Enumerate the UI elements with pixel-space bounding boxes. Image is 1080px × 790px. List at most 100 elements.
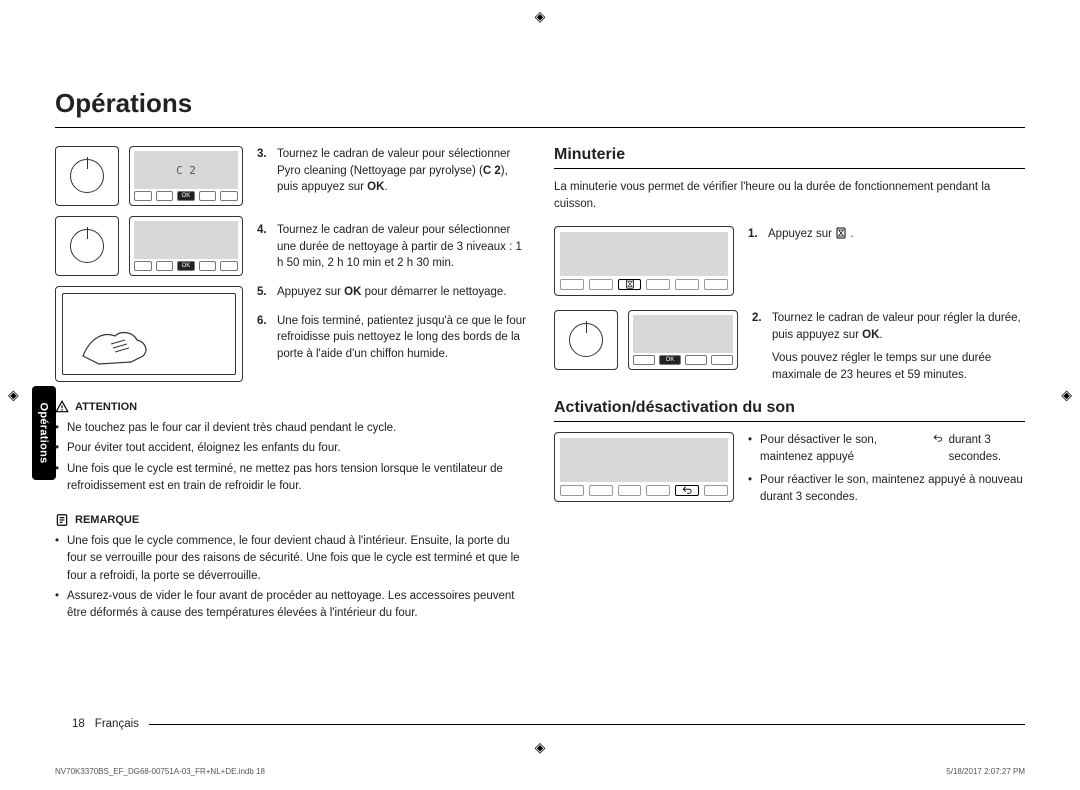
display-panel-illustration [554, 432, 734, 502]
step-text: Une fois terminé, patientez jusqu'à ce q… [277, 313, 526, 363]
section-tab: Opérations [32, 386, 56, 480]
step-item: 3. Tournez le cadran de valeur pour séle… [257, 146, 526, 196]
page-title: Opérations [55, 88, 1025, 119]
pyro-illustrations: C 2 OK [55, 146, 243, 382]
remark-list: Une fois que le cycle commence, le four … [55, 533, 526, 622]
imprint-file: NV70K3370BS_EF_DG68-00751A-03_FR+NL+DE.i… [55, 767, 265, 776]
panel-button [589, 485, 613, 496]
warning-triangle-icon [55, 400, 69, 414]
content-columns: C 2 OK [55, 146, 1025, 625]
list-item: Pour réactiver le son, maintenez appuyé … [748, 472, 1025, 507]
panel-button [560, 485, 584, 496]
panel-button [685, 355, 707, 365]
step-item: 4. Tournez le cadran de valeur pour séle… [257, 222, 526, 272]
step-number: 4. [257, 222, 271, 272]
panel-screen [560, 438, 728, 482]
pyro-steps: 3. Tournez le cadran de valeur pour séle… [257, 146, 526, 382]
back-arrow-icon [682, 485, 692, 495]
step-item: 2. Tournez le cadran de valeur pour régl… [752, 310, 1025, 345]
panel-screen [560, 232, 728, 276]
attention-heading: ATTENTION [55, 400, 526, 414]
footer-rule [149, 724, 1025, 725]
panel-button [199, 191, 217, 201]
registration-mark-icon: ◈ [535, 8, 546, 25]
step-item: 1. Appuyez sur . [748, 226, 1025, 243]
sound-list: Pour désactiver le son, maintenez appuyé… [748, 432, 1025, 507]
panel-button [156, 261, 174, 271]
section-tab-label: Opérations [38, 402, 50, 463]
step-text: Tournez le cadran de valeur pour régler … [772, 310, 1025, 345]
list-item: Assurez-vous de vider le four avant de p… [55, 588, 526, 623]
step-helper: Vous pouvez régler le temps sur une duré… [752, 350, 1025, 385]
panel-button [199, 261, 217, 271]
page-language: Français [95, 718, 139, 730]
minuterie-step-2: OK 2. Tournez le cadran de valeur pour r [554, 310, 1025, 385]
list-item: Pour éviter tout accident, éloignez les … [55, 440, 526, 457]
panel-button [646, 485, 670, 496]
sound-block: Pour désactiver le son, maintenez appuyé… [554, 432, 1025, 513]
page-number: 18 [72, 718, 85, 730]
step-item: 5. Appuyez sur OK pour démarrer le netto… [257, 284, 526, 301]
panel-button [704, 485, 728, 496]
registration-mark-icon: ◈ [1061, 387, 1072, 404]
panel-screen: C 2 [134, 151, 238, 189]
panel-button [704, 279, 728, 290]
panel-ok-button: OK [177, 261, 195, 271]
panel-screen [134, 221, 238, 259]
title-rule [55, 127, 1025, 128]
panel-timer-button [618, 279, 642, 290]
minuterie-heading: Minuterie [554, 146, 1025, 164]
hand-cloth-icon [81, 326, 151, 366]
page-footer: 18 Français [72, 718, 1025, 730]
panel-button [618, 485, 642, 496]
list-item: Ne touchez pas le four car il devient tr… [55, 420, 526, 437]
panel-back-button [675, 485, 699, 496]
panel-button [560, 279, 584, 290]
list-item: Une fois que le cycle commence, le four … [55, 533, 526, 585]
minuterie-description: La minuterie vous permet de vérifier l'h… [554, 179, 1025, 214]
step-number: 6. [257, 313, 271, 363]
right-column: Minuterie La minuterie vous permet de vé… [554, 146, 1025, 625]
list-item: Une fois que le cycle est terminé, ne me… [55, 461, 526, 496]
panel-button [134, 191, 152, 201]
attention-label: ATTENTION [75, 401, 137, 413]
timer-icon [625, 279, 635, 289]
step-text: Appuyez sur . [768, 226, 854, 243]
panel-ok-button: OK [659, 355, 681, 365]
display-panel-illustration [554, 226, 734, 296]
display-panel-illustration: OK [129, 216, 243, 276]
panel-button [134, 261, 152, 271]
panel-button [711, 355, 733, 365]
back-arrow-icon [933, 432, 942, 444]
panel-ok-button: OK [177, 191, 195, 201]
step-number: 1. [748, 226, 762, 243]
panel-button [156, 191, 174, 201]
note-page-icon [55, 513, 69, 527]
dial-illustration [55, 146, 119, 206]
panel-button [220, 261, 238, 271]
remark-heading: REMARQUE [55, 513, 526, 527]
attention-list: Ne touchez pas le four car il devient tr… [55, 420, 526, 495]
display-panel-illustration: C 2 OK [129, 146, 243, 206]
oven-wipe-illustration [55, 286, 243, 382]
panel-button [646, 279, 670, 290]
left-column: C 2 OK [55, 146, 526, 625]
print-imprint: NV70K3370BS_EF_DG68-00751A-03_FR+NL+DE.i… [55, 767, 1025, 776]
dial-illustration [554, 310, 618, 370]
panel-button [220, 191, 238, 201]
dial-illustration [55, 216, 119, 276]
registration-mark-icon: ◈ [8, 387, 19, 404]
list-item: Pour désactiver le son, maintenez appuyé… [748, 432, 1025, 467]
sound-heading: Activation/désactivation du son [554, 399, 1025, 417]
step-text: Tournez le cadran de valeur pour sélecti… [277, 146, 526, 196]
step-text: Tournez le cadran de valeur pour sélecti… [277, 222, 526, 272]
panel-screen [633, 315, 733, 353]
step-number: 5. [257, 284, 271, 301]
step-item: 6. Une fois terminé, patientez jusqu'à c… [257, 313, 526, 363]
manual-page: ◈ ◈ ◈ ◈ Opérations Opérations C 2 [0, 0, 1080, 790]
imprint-timestamp: 5/18/2017 2:07:27 PM [946, 767, 1025, 776]
panel-button [633, 355, 655, 365]
step-number: 2. [752, 310, 766, 345]
registration-mark-icon: ◈ [535, 739, 546, 756]
panel-button [589, 279, 613, 290]
